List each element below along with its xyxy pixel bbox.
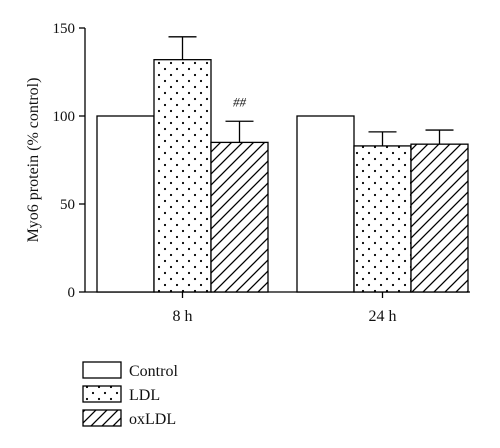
bar-ldl-0 [153, 59, 212, 293]
bar-oxldl-1 [410, 143, 469, 293]
x-category-label: 8 h [173, 308, 193, 325]
legend: Control LDL oxLDL [82, 361, 178, 428]
x-category-label: 24 h [369, 308, 397, 325]
bar-control-1 [296, 115, 355, 293]
y-axis-title: Myo6 protein (% control) [25, 78, 42, 243]
legend-swatch-ldl [82, 385, 122, 403]
legend-swatch-control [82, 361, 122, 379]
legend-label: Control [129, 363, 178, 380]
y-tick-label: 0 [68, 285, 76, 301]
legend-swatch-oxldl [82, 409, 122, 427]
legend-label: LDL [129, 387, 160, 404]
bars-group [96, 36, 469, 293]
bar-ldl-1 [353, 145, 412, 293]
y-tick-label: 150 [53, 21, 76, 37]
bar-oxldl-0 [210, 141, 269, 293]
y-tick-label: 100 [53, 109, 76, 125]
significance-annotation: ## [233, 94, 247, 109]
bar-control-0 [96, 115, 155, 293]
y-tick-label: 50 [60, 197, 75, 213]
labels-group: 0 50 100 150 8 h 24 h ## [53, 21, 397, 325]
legend-label: oxLDL [129, 411, 176, 428]
